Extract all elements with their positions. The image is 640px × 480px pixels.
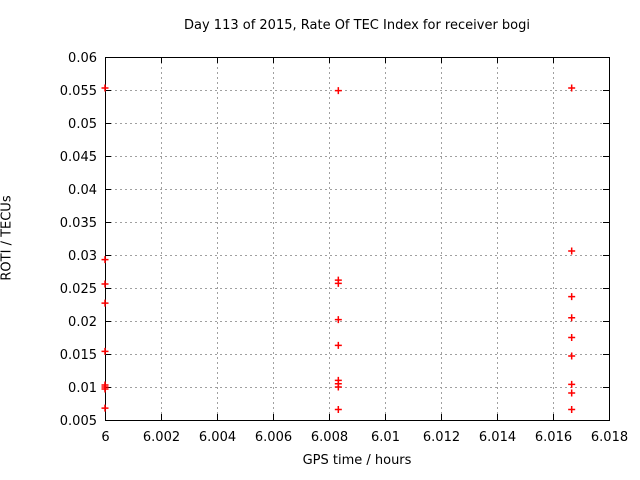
- data-point: [334, 279, 342, 287]
- data-point: [568, 405, 576, 413]
- y-tick-label: 0.005: [60, 414, 97, 429]
- y-tick-label: 0.055: [60, 84, 97, 99]
- x-tick-label: 6.014: [479, 430, 516, 445]
- y-tick-label: 0.01: [68, 381, 97, 396]
- y-tick-label: 0.025: [60, 282, 97, 297]
- y-tick-label: 0.03: [68, 249, 97, 264]
- x-tick-label: 6.008: [311, 430, 348, 445]
- x-tick-label: 6.006: [255, 430, 292, 445]
- y-tick-label: 0.02: [68, 315, 97, 330]
- data-point: [101, 299, 109, 307]
- x-tick-label: 6.018: [591, 430, 628, 445]
- data-point: [568, 334, 576, 341]
- x-tick-label: 6.002: [143, 430, 180, 445]
- data-point: [334, 383, 342, 391]
- data-point: [101, 280, 109, 288]
- x-tick-label: 6.01: [371, 430, 400, 445]
- data-point: [334, 405, 342, 413]
- chart-title: Day 113 of 2015, Rate Of TEC Index for r…: [184, 18, 530, 33]
- y-tick-label: 0.045: [60, 150, 97, 165]
- data-point: [101, 84, 109, 92]
- data-point: [568, 380, 576, 388]
- x-axis-label: GPS time / hours: [302, 453, 412, 468]
- y-tick-label: 0.06: [68, 51, 97, 66]
- y-tick-label: 0.015: [60, 348, 97, 363]
- x-tick-label: 6.016: [535, 430, 572, 445]
- y-tick-label: 0.05: [68, 117, 97, 132]
- data-point: [568, 314, 576, 322]
- plot-border: [105, 57, 610, 421]
- x-tick-label: 6.012: [423, 430, 460, 445]
- data-point: [568, 389, 576, 397]
- data-point: [568, 293, 576, 301]
- x-tick-label: 6.004: [199, 430, 236, 445]
- y-tick-label: 0.035: [60, 216, 97, 231]
- data-point: [101, 385, 109, 393]
- data-point: [334, 341, 342, 349]
- data-point: [568, 84, 576, 92]
- data-point: [101, 347, 109, 355]
- data-point: [334, 316, 342, 324]
- data-point: [568, 352, 576, 360]
- data-point: [568, 247, 576, 255]
- data-point: [101, 404, 109, 412]
- y-tick-label: 0.04: [68, 183, 97, 198]
- data-point: [101, 256, 109, 264]
- data-point: [334, 87, 342, 95]
- x-tick-label: 6: [101, 430, 109, 445]
